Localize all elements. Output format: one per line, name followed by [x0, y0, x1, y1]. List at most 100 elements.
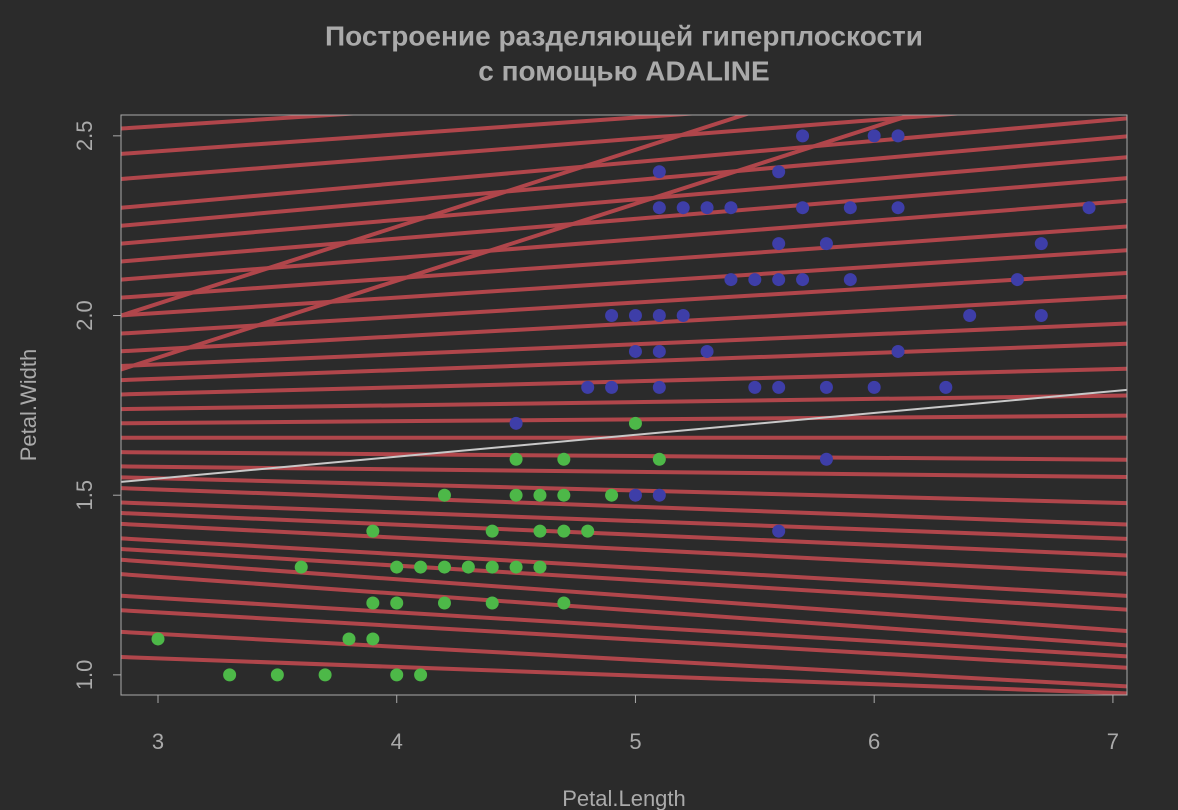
point: [724, 273, 738, 287]
hyperplane: [121, 572, 1127, 648]
point: [772, 380, 786, 394]
hyperplane: [121, 294, 1127, 354]
hyperplane: [121, 500, 1127, 541]
point: [843, 201, 857, 215]
point: [294, 560, 308, 574]
point: [748, 273, 762, 287]
hyperplane: [121, 464, 1127, 480]
y-tick-label: 2.5: [72, 121, 97, 152]
hyperplane: [121, 134, 1127, 228]
point: [1010, 273, 1024, 287]
hyperplane: [121, 198, 1127, 282]
hyperplane: [121, 176, 1127, 264]
point: [819, 452, 833, 466]
hyperplane: [121, 413, 1127, 426]
y-axis-label: Petal.Width: [16, 349, 41, 462]
point: [605, 309, 619, 323]
hyperplane: [121, 115, 751, 318]
hyperplane: [121, 393, 1127, 412]
point: [724, 201, 738, 215]
point: [366, 596, 380, 610]
point: [366, 524, 380, 538]
point: [533, 524, 547, 538]
x-axis-label: Petal.Length: [562, 786, 686, 810]
hyperplane: [121, 115, 918, 372]
point: [676, 309, 690, 323]
point: [819, 380, 833, 394]
point: [533, 560, 547, 574]
hyperplane: [121, 655, 1127, 695]
hyperplane: [121, 155, 1127, 246]
point: [772, 273, 786, 287]
point: [843, 273, 857, 287]
point: [748, 380, 762, 394]
hyperplane: [121, 557, 1127, 633]
point: [557, 452, 571, 466]
points: [151, 129, 1096, 682]
point: [605, 488, 619, 502]
hyperplane: [121, 547, 1127, 612]
point: [509, 560, 523, 574]
point: [652, 488, 666, 502]
x-tick-label: 5: [629, 729, 641, 754]
hyperplane: [121, 608, 1127, 670]
point: [581, 380, 595, 394]
point: [390, 596, 404, 610]
point: [652, 201, 666, 215]
point: [509, 452, 523, 466]
hyperplane: [121, 321, 1127, 368]
point: [963, 309, 977, 323]
point: [390, 560, 404, 574]
hyperplane: [121, 248, 1127, 318]
point: [652, 309, 666, 323]
point: [652, 380, 666, 394]
point: [628, 344, 642, 358]
hyperplane: [121, 450, 1127, 462]
point: [772, 165, 786, 179]
point: [796, 129, 810, 143]
x-tick-label: 3: [152, 729, 164, 754]
point: [223, 668, 237, 682]
point: [1034, 237, 1048, 251]
hyperplane: [121, 593, 1127, 659]
hyperplane: [121, 115, 965, 181]
point: [772, 237, 786, 251]
hyperplane: [121, 388, 1127, 483]
point: [557, 524, 571, 538]
point: [1034, 309, 1048, 323]
point: [867, 129, 881, 143]
point: [509, 488, 523, 502]
point: [437, 560, 451, 574]
point: [891, 201, 905, 215]
point: [151, 632, 165, 646]
hyperplane: [121, 115, 700, 156]
x-tick-label: 7: [1107, 729, 1119, 754]
point: [652, 165, 666, 179]
point: [939, 380, 953, 394]
hyperplane: [121, 115, 362, 131]
point: [557, 596, 571, 610]
y-tick-label: 2.0: [72, 300, 97, 331]
point: [796, 273, 810, 287]
chart-title: Построение разделяющей гиперплоскости: [325, 20, 923, 51]
point: [796, 201, 810, 215]
plot-lines: [121, 115, 1127, 695]
hyperplane: [121, 366, 1127, 397]
plot-box: [120, 114, 1128, 696]
hyperplane: [121, 486, 1127, 527]
hyperplane: [121, 629, 1127, 689]
point: [628, 309, 642, 323]
y-tick-label: 1.0: [72, 660, 97, 691]
hyperplane: [121, 224, 1127, 300]
point: [652, 452, 666, 466]
point: [605, 380, 619, 394]
point: [557, 488, 571, 502]
point: [628, 416, 642, 430]
point: [485, 560, 499, 574]
point: [700, 344, 714, 358]
hyperplane: [121, 521, 1127, 576]
point: [891, 129, 905, 143]
point: [676, 201, 690, 215]
point: [342, 632, 356, 646]
